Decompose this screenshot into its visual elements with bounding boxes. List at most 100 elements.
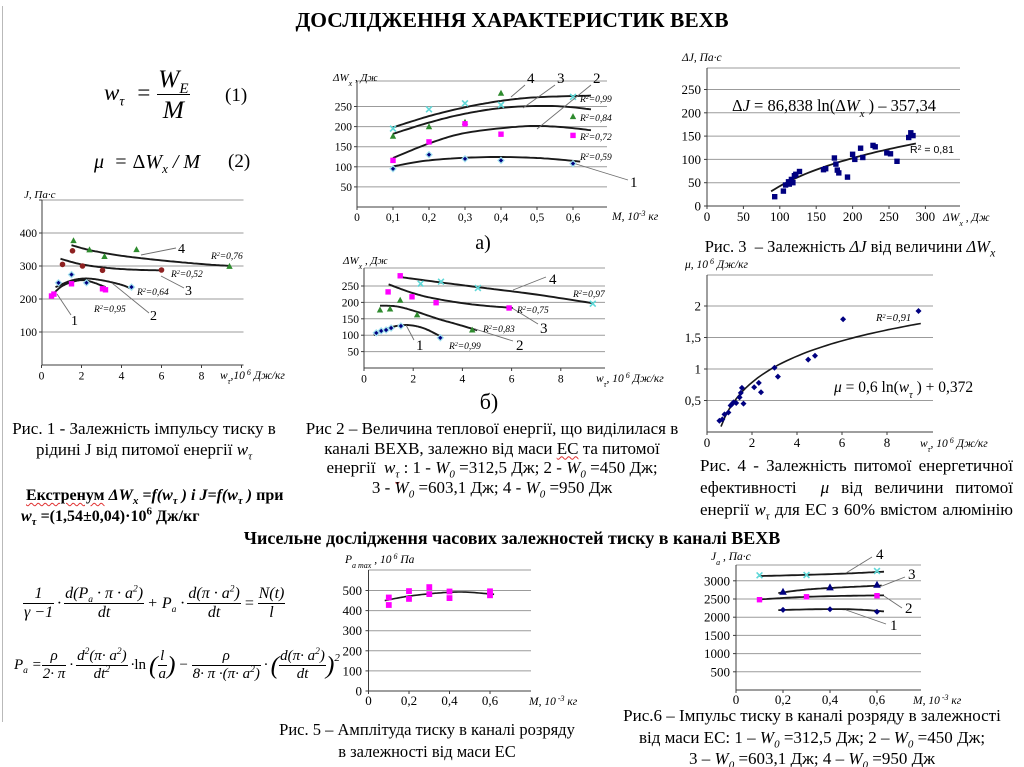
svg-text:а): а) [475,232,491,254]
svg-text:R2=0,97: R2=0,97 [572,290,606,300]
svg-text:2: 2 [905,601,913,617]
svg-text:wτ, 10 6 Дж/кг: wτ, 10 6 Дж/кг [920,436,988,454]
svg-text:250: 250 [335,102,353,114]
svg-text:R2=0,84: R2=0,84 [579,114,612,124]
svg-text:1: 1 [695,362,702,377]
svg-text:1: 1 [71,314,78,329]
svg-text:8: 8 [558,374,564,386]
svg-text:R2=0,95: R2=0,95 [93,305,126,315]
svg-text:6: 6 [159,371,165,383]
svg-text:0,4: 0,4 [441,693,458,708]
svg-text:0: 0 [733,692,740,707]
svg-text:0,6: 0,6 [566,212,581,224]
svg-text:0: 0 [704,209,711,224]
svg-text:1: 1 [890,618,898,634]
svg-text:2: 2 [749,435,756,450]
svg-text:200: 200 [20,294,38,306]
svg-text:3: 3 [185,284,192,299]
svg-text:300: 300 [20,261,38,273]
svg-text:1,5: 1,5 [685,330,701,345]
svg-text:500: 500 [711,664,731,679]
svg-text:0,5: 0,5 [530,212,545,224]
svg-text:Jа , Па·с: Jа , Па·с [711,551,751,567]
svg-text:4: 4 [119,371,125,383]
svg-text:50: 50 [341,182,353,194]
svg-text:1500: 1500 [704,628,730,643]
svg-text:wτ,10 6 Дж/кг: wτ,10 6 Дж/кг [220,368,285,386]
svg-text:50: 50 [737,209,750,224]
svg-text:1: 1 [630,175,638,191]
svg-text:100: 100 [343,663,363,678]
svg-text:300: 300 [343,623,363,638]
svg-text:50: 50 [688,175,701,190]
svg-text:150: 150 [335,142,353,154]
svg-text:ΔWx , Дж: ΔWx , Дж [942,212,990,228]
svg-text:0: 0 [361,374,367,386]
svg-text:4: 4 [460,374,466,386]
svg-text:R2=0,64: R2=0,64 [136,288,169,298]
svg-text:6: 6 [839,435,846,450]
svg-text:M, 10 -3 кг: M, 10 -3 кг [912,693,962,708]
svg-text:ΔWx , Дж: ΔWx , Дж [332,72,378,88]
svg-text:400: 400 [343,603,363,618]
svg-text:0,6: 0,6 [869,692,886,707]
svg-text:0: 0 [365,693,372,708]
svg-text:3: 3 [540,321,548,337]
svg-text:R2=0,83: R2=0,83 [482,325,515,335]
svg-text:100: 100 [20,327,38,339]
svg-text:1: 1 [416,338,424,354]
svg-text:150: 150 [806,209,826,224]
svg-text:wτ, 10 6 Дж/кг: wτ, 10 6 Дж/кг [596,371,664,389]
svg-text:100: 100 [342,330,360,342]
svg-text:250: 250 [342,281,360,293]
svg-text:200: 200 [343,643,363,658]
svg-text:R2=0,75: R2=0,75 [516,306,549,316]
svg-text:2000: 2000 [704,610,730,625]
svg-text:0,4: 0,4 [822,692,839,707]
svg-text:M, 10-3 кг: M, 10-3 кг [611,209,659,224]
svg-text:2: 2 [150,309,157,324]
svg-text:0,3: 0,3 [458,212,473,224]
svg-text:R2 = 0,81: R2 = 0,81 [910,144,954,156]
svg-text:R2=0,59: R2=0,59 [579,153,612,163]
svg-text:2: 2 [410,374,416,386]
svg-text:500: 500 [343,583,363,598]
svg-text:4: 4 [527,71,535,87]
svg-text:3000: 3000 [704,573,730,588]
svg-text:0: 0 [39,371,45,383]
svg-text:200: 200 [682,105,702,120]
svg-text:μ, 10 6 Дж/кг: μ, 10 6 Дж/кг [684,257,748,272]
svg-text:4: 4 [876,547,884,563]
svg-text:250: 250 [682,82,702,97]
svg-text:2: 2 [79,371,85,383]
svg-text:ΔJ = 86,838 ln(ΔWx ) – 357,34: ΔJ = 86,838 ln(ΔWx ) – 357,34 [732,96,936,120]
svg-text:2500: 2500 [704,592,730,607]
svg-text:R2=0,52: R2=0,52 [170,270,203,280]
svg-text:6: 6 [509,374,515,386]
svg-text:R2=0,99: R2=0,99 [448,342,481,352]
svg-text:R2=0,72: R2=0,72 [579,133,612,143]
svg-text:R2=0,91: R2=0,91 [875,313,911,325]
svg-text:200: 200 [843,209,863,224]
svg-text:0: 0 [695,199,702,214]
svg-text:4: 4 [794,435,801,450]
svg-text:1000: 1000 [704,646,730,661]
svg-text:M, 10 -3 кг: M, 10 -3 кг [528,694,578,709]
svg-text:3: 3 [557,71,565,87]
svg-text:0,2: 0,2 [775,692,791,707]
svg-text:R2=0,99: R2=0,99 [579,95,612,105]
svg-text:J, Па·с: J, Па·с [24,189,56,201]
svg-text:4: 4 [178,242,185,257]
svg-text:100: 100 [770,209,790,224]
svg-text:4: 4 [549,272,557,288]
svg-text:ΔWx , Дж: ΔWx , Дж [342,255,388,271]
svg-text:100: 100 [335,162,353,174]
svg-text:Pа max , 10 6 Па: Pа max , 10 6 Па [344,552,415,570]
svg-text:300: 300 [916,209,936,224]
svg-text:150: 150 [342,314,360,326]
svg-text:б): б) [480,389,499,414]
svg-text:250: 250 [879,209,899,224]
svg-text:0,1: 0,1 [386,212,401,224]
svg-text:100: 100 [682,152,702,167]
svg-text:0,4: 0,4 [494,212,509,224]
